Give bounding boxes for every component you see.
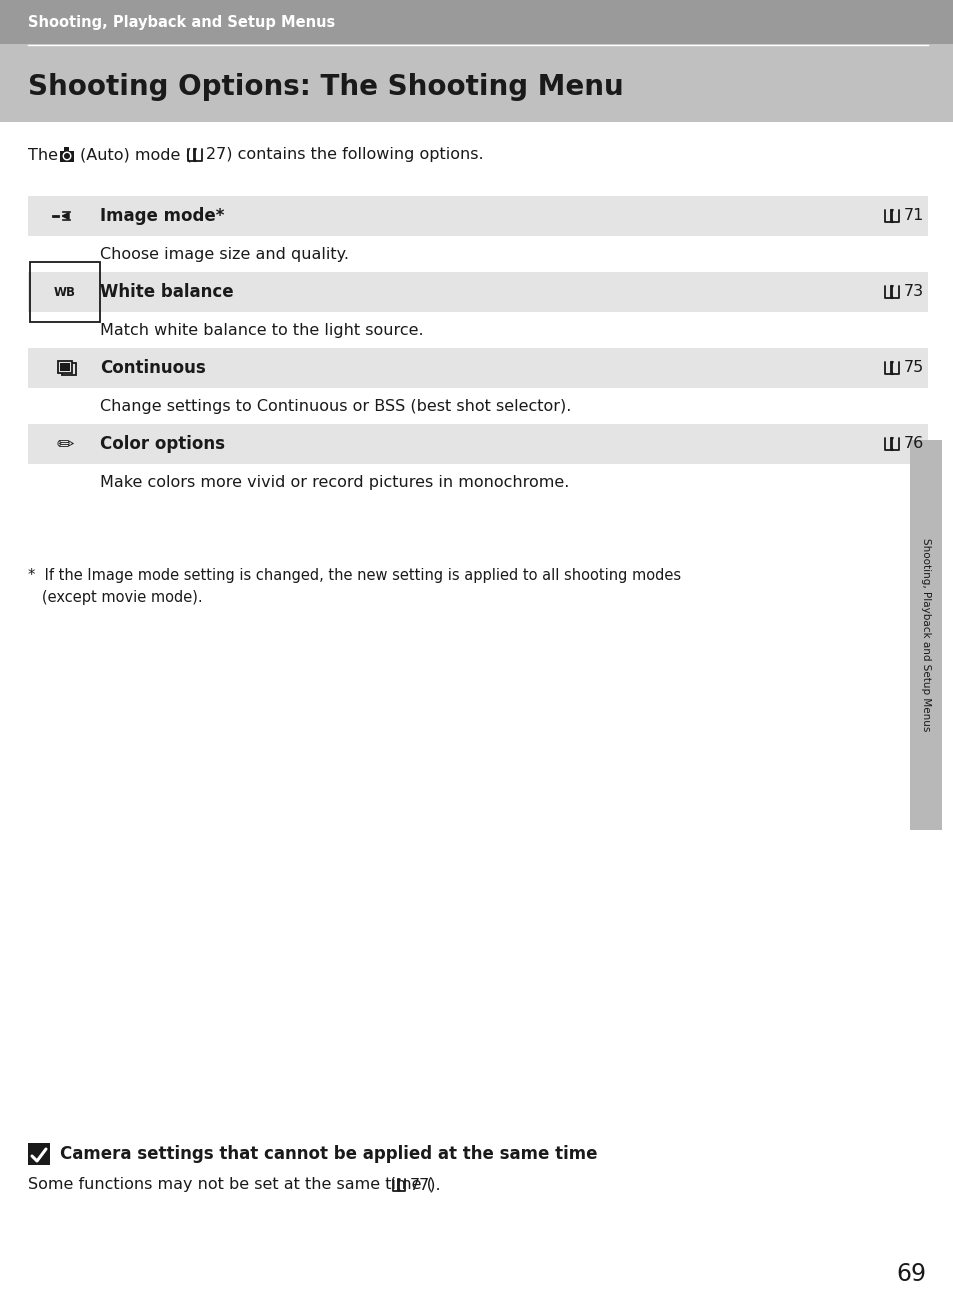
Text: White balance: White balance: [100, 283, 233, 301]
FancyBboxPatch shape: [28, 348, 927, 388]
FancyBboxPatch shape: [28, 1143, 50, 1166]
Text: Color options: Color options: [100, 435, 225, 453]
Text: Shooting, Playback and Setup Menus: Shooting, Playback and Setup Menus: [28, 14, 335, 29]
Text: Choose image size and quality.: Choose image size and quality.: [100, 247, 349, 261]
Text: Change settings to Continuous or BSS (best shot selector).: Change settings to Continuous or BSS (be…: [100, 398, 571, 414]
Text: 77).: 77).: [410, 1177, 441, 1192]
Circle shape: [63, 152, 71, 160]
Text: Continuous: Continuous: [100, 359, 206, 377]
Text: Match white balance to the light source.: Match white balance to the light source.: [100, 322, 423, 338]
Text: Make colors more vivid or record pictures in monochrome.: Make colors more vivid or record picture…: [100, 474, 569, 490]
FancyBboxPatch shape: [60, 363, 70, 371]
Text: The: The: [28, 147, 58, 163]
Text: WB: WB: [54, 285, 76, 298]
Text: 27) contains the following options.: 27) contains the following options.: [206, 147, 483, 163]
FancyBboxPatch shape: [28, 272, 927, 311]
Text: 75: 75: [903, 360, 923, 376]
FancyBboxPatch shape: [0, 0, 953, 43]
Text: Some functions may not be set at the same time (: Some functions may not be set at the sam…: [28, 1177, 433, 1192]
Text: 69: 69: [895, 1261, 925, 1286]
FancyBboxPatch shape: [58, 361, 71, 373]
Text: Image mode*: Image mode*: [100, 208, 224, 225]
Text: (Auto) mode (: (Auto) mode (: [80, 147, 192, 163]
Text: *  If the Image mode setting is changed, the new setting is applied to all shoot: * If the Image mode setting is changed, …: [28, 568, 680, 583]
Text: ✏: ✏: [56, 434, 73, 455]
FancyBboxPatch shape: [28, 424, 927, 464]
Text: Shooting, Playback and Setup Menus: Shooting, Playback and Setup Menus: [920, 539, 930, 732]
Text: 73: 73: [903, 285, 923, 300]
Text: (except movie mode).: (except movie mode).: [28, 590, 202, 604]
Text: 71: 71: [903, 209, 923, 223]
FancyBboxPatch shape: [65, 146, 70, 151]
Text: 76: 76: [903, 436, 923, 452]
FancyBboxPatch shape: [909, 440, 941, 830]
FancyBboxPatch shape: [60, 151, 74, 162]
FancyBboxPatch shape: [28, 196, 927, 237]
Text: Camera settings that cannot be applied at the same time: Camera settings that cannot be applied a…: [60, 1144, 597, 1163]
FancyBboxPatch shape: [0, 43, 953, 122]
Circle shape: [65, 154, 70, 158]
Text: Shooting Options: The Shooting Menu: Shooting Options: The Shooting Menu: [28, 74, 623, 101]
